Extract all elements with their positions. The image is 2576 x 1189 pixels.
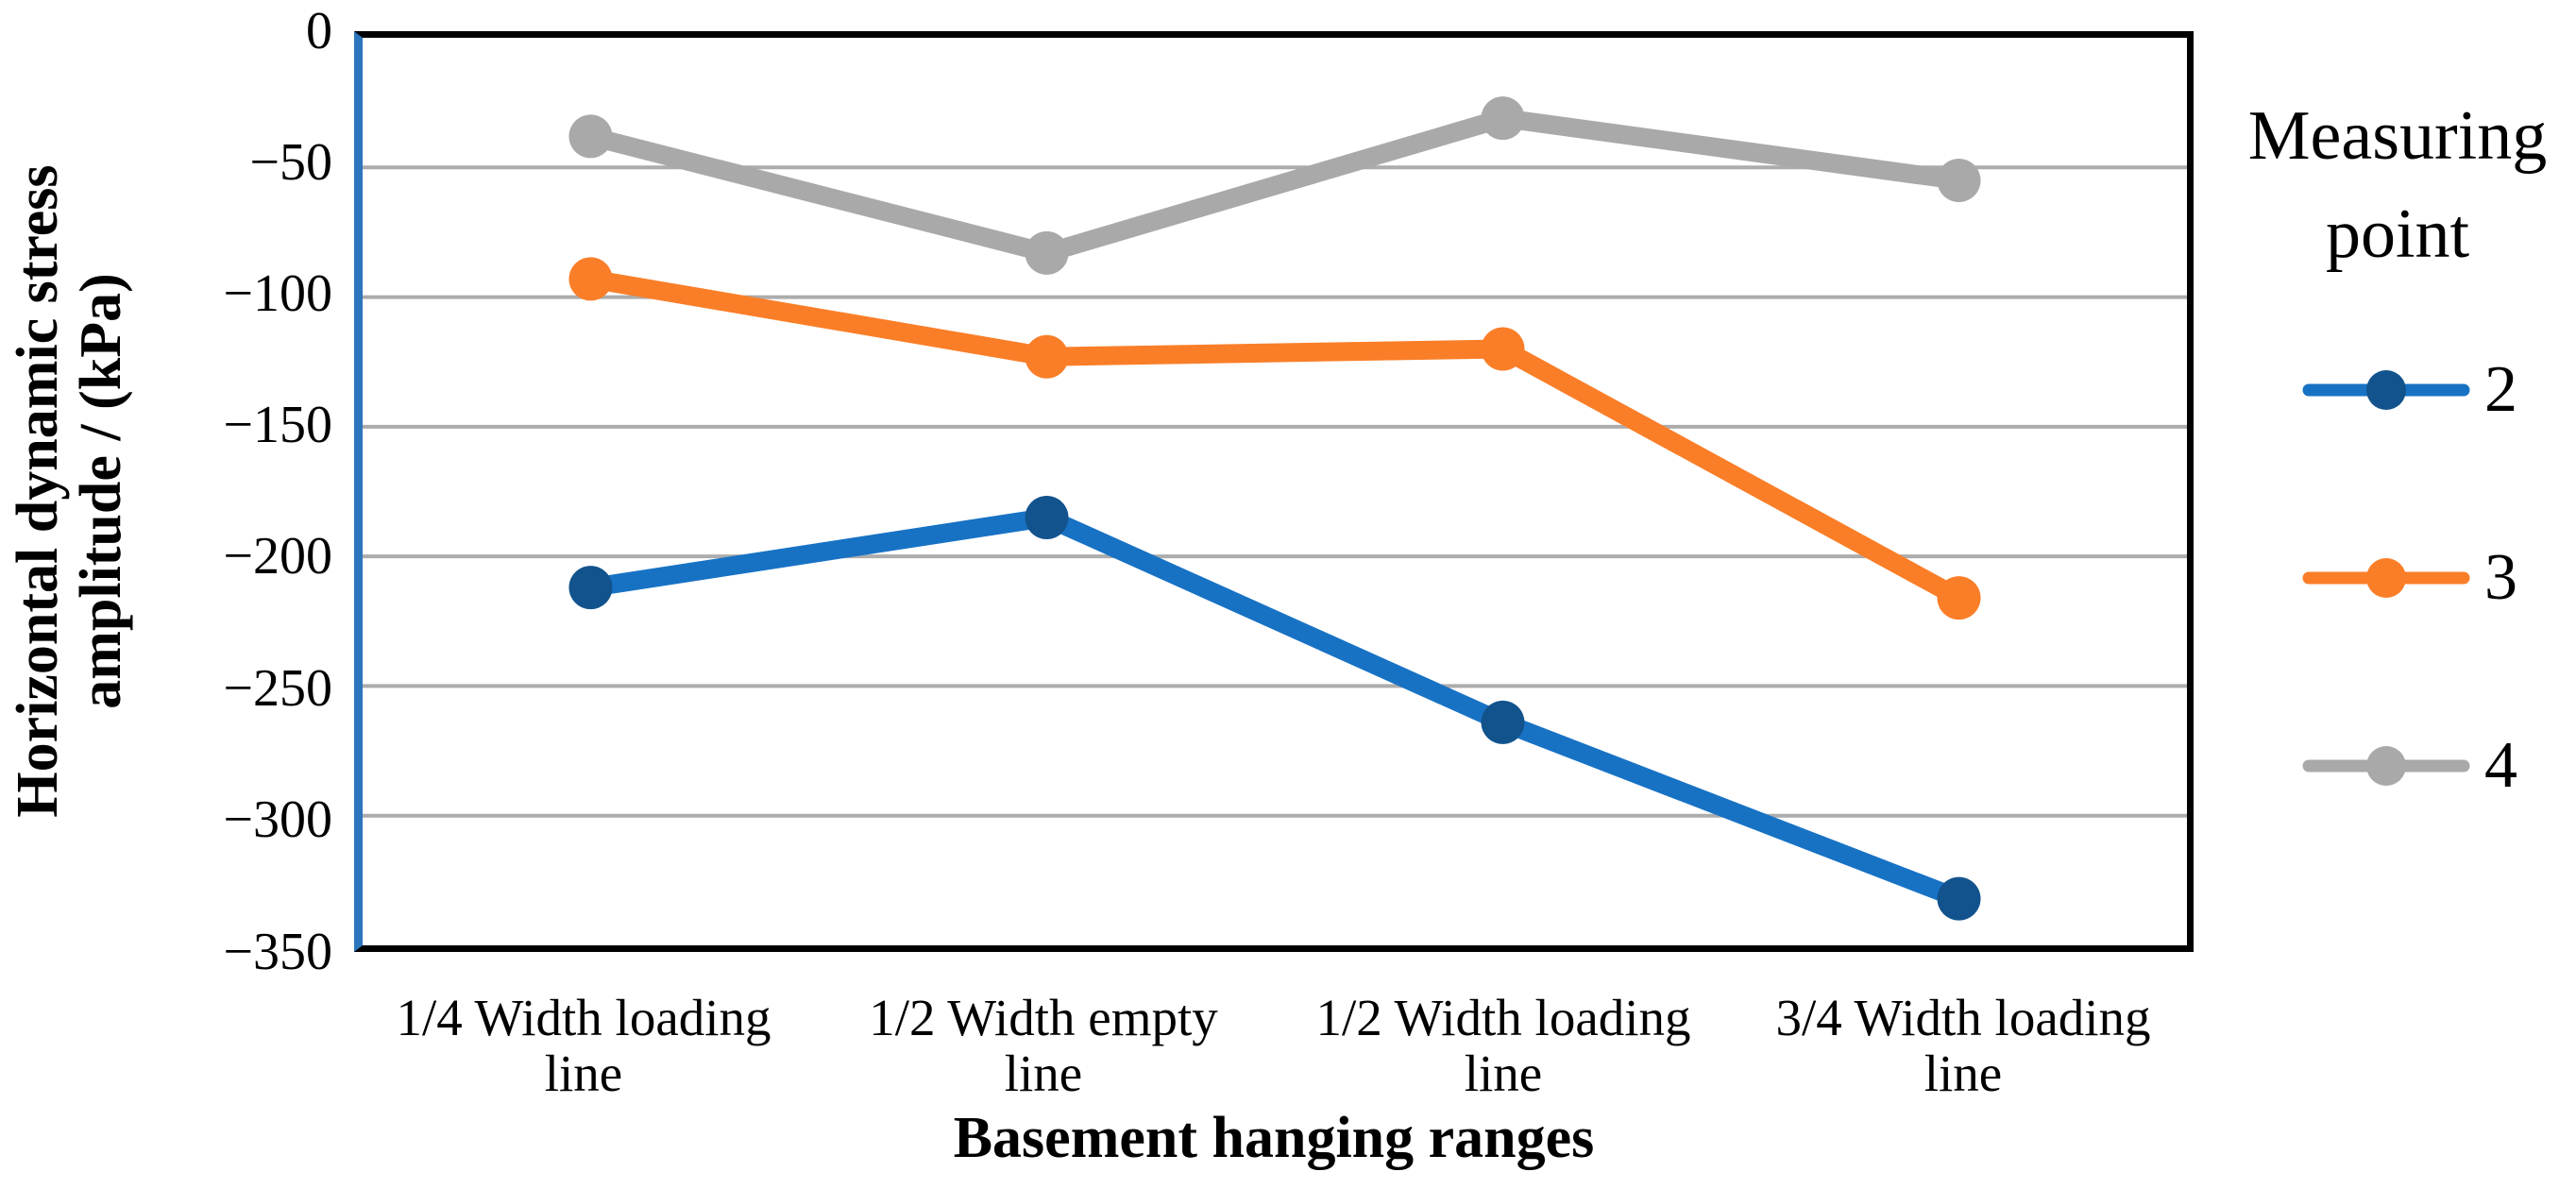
y-tick-label: 0 [306,2,332,60]
legend-swatch-line-marker-icon [2302,558,2470,598]
legend-swatch-line-marker-icon [2302,370,2470,410]
y-tick-label: −250 [223,659,332,718]
y-tick-label: −100 [223,264,332,323]
data-point-series3-1 [1025,334,1069,379]
data-point-series3-3 [1937,576,1981,620]
series-line-3 [581,269,1969,608]
y-tick-label: −200 [223,527,332,586]
legend-entry-series-3: 3 [2301,541,2517,614]
data-point-series4-1 [1025,230,1069,275]
x-tick-label: 1/2 Width empty line [869,989,1218,1102]
series-line-2 [581,507,1969,909]
data-point-series2-2 [1481,700,1525,744]
data-point-series3-2 [1481,327,1525,371]
plot-area [354,31,2194,952]
plot-svg [363,96,2187,921]
x-tick-label: 1/4 Width loading line [396,989,771,1102]
legend-swatch-line-marker-icon [2302,746,2470,786]
data-point-series2-0 [568,566,613,610]
data-point-series4-2 [1481,96,1525,141]
y-tick-label: −150 [223,396,332,454]
legend-label: 4 [2484,729,2517,802]
x-axis-title: Basement hanging ranges [953,1106,1595,1170]
y-tick-label: −300 [223,790,332,849]
data-point-series4-0 [568,114,613,159]
legend-title: Measuring point [2247,97,2548,273]
y-tick-label: −50 [249,133,332,192]
x-tick-label: 3/4 Width loading line [1775,989,2151,1102]
legend-label: 2 [2484,353,2517,426]
data-point-series2-3 [1937,876,1981,921]
data-point-series2-1 [1025,495,1069,539]
data-point-series3-0 [568,257,613,301]
y-tick-label: −350 [223,923,332,981]
data-point-series4-3 [1937,159,1981,203]
x-tick-label: 1/2 Width loading line [1315,989,1691,1102]
series-line-4 [581,109,1969,263]
legend-entry-series-4: 4 [2301,729,2517,802]
legend-label: 3 [2484,541,2517,614]
legend-entry-series-2: 2 [2301,353,2517,426]
